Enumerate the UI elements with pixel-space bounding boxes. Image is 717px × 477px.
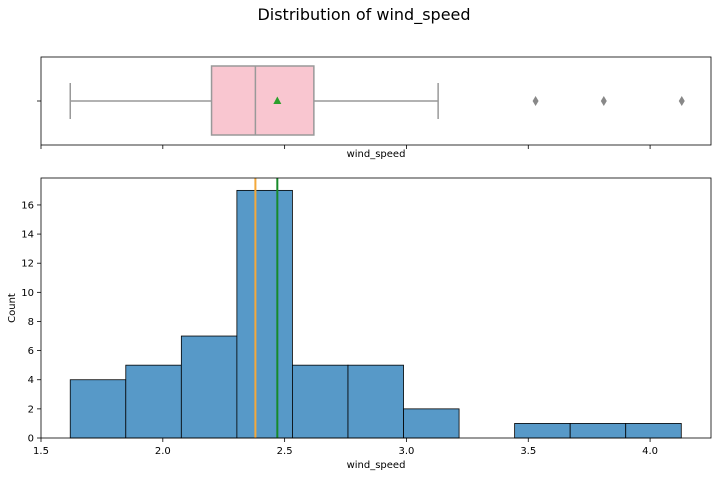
outlier-point — [600, 96, 607, 106]
iqr-box — [210, 65, 315, 136]
histogram-bar — [347, 364, 404, 439]
histogram-x-ticks: 1.5 2.0 2.5 3.0 3.5 4.0 — [33, 438, 658, 457]
outlier-point — [532, 96, 539, 106]
boxplot-panel: wind_speed — [37, 56, 712, 160]
histogram-y-tick-label: 16 — [21, 200, 34, 211]
boxplot-x-axis-label: wind_speed — [347, 149, 406, 160]
histogram-frame — [40, 177, 712, 439]
histogram-x-tick-label: 4.0 — [642, 446, 658, 457]
figure-title: Distribution of wind_speed — [257, 5, 470, 25]
histogram-bar — [292, 364, 349, 439]
histogram-bar — [514, 423, 571, 439]
histogram-bars — [69, 189, 682, 439]
histogram-bar — [69, 379, 127, 439]
histogram-bar — [236, 189, 293, 439]
histogram-x-axis-label: wind_speed — [347, 460, 406, 471]
boxplot-x-ticks — [40, 145, 651, 149]
histogram-y-tick-label: 4 — [28, 375, 34, 386]
histogram-x-tick-label: 1.5 — [33, 446, 49, 457]
histogram-y-axis-label: Count — [7, 293, 18, 323]
histogram-x-tick-label: 2.0 — [155, 446, 171, 457]
histogram-y-tick-label: 0 — [28, 434, 34, 445]
histogram-x-tick-label: 2.5 — [277, 446, 293, 457]
histogram-panel: 1.5 2.0 2.5 3.0 3.5 4.0 0 2 4 6 8 10 12 14 16 wind_sp… — [7, 177, 712, 471]
histogram-y-tick-label: 8 — [28, 317, 34, 328]
histogram-x-tick-label: 3.0 — [399, 446, 415, 457]
histogram-y-tick-label: 14 — [21, 230, 34, 241]
histogram-y-tick-label: 6 — [28, 346, 34, 357]
outlier-point — [678, 96, 685, 106]
mean-marker — [273, 96, 282, 104]
histogram-y-tick-label: 2 — [28, 404, 34, 415]
histogram-bar — [625, 423, 682, 439]
histogram-y-ticks: 0 2 4 6 8 10 12 14 16 — [21, 200, 41, 445]
histogram-bar — [125, 364, 182, 439]
histogram-bar — [180, 335, 238, 439]
histogram-y-tick-label: 10 — [21, 288, 34, 299]
histogram-bar — [569, 423, 627, 439]
histogram-reference-lines — [254, 178, 279, 438]
boxplot-marks — [69, 65, 685, 136]
histogram-x-tick-label: 3.5 — [520, 446, 536, 457]
histogram-y-tick-label: 12 — [21, 259, 34, 270]
histogram-bar — [403, 408, 460, 439]
